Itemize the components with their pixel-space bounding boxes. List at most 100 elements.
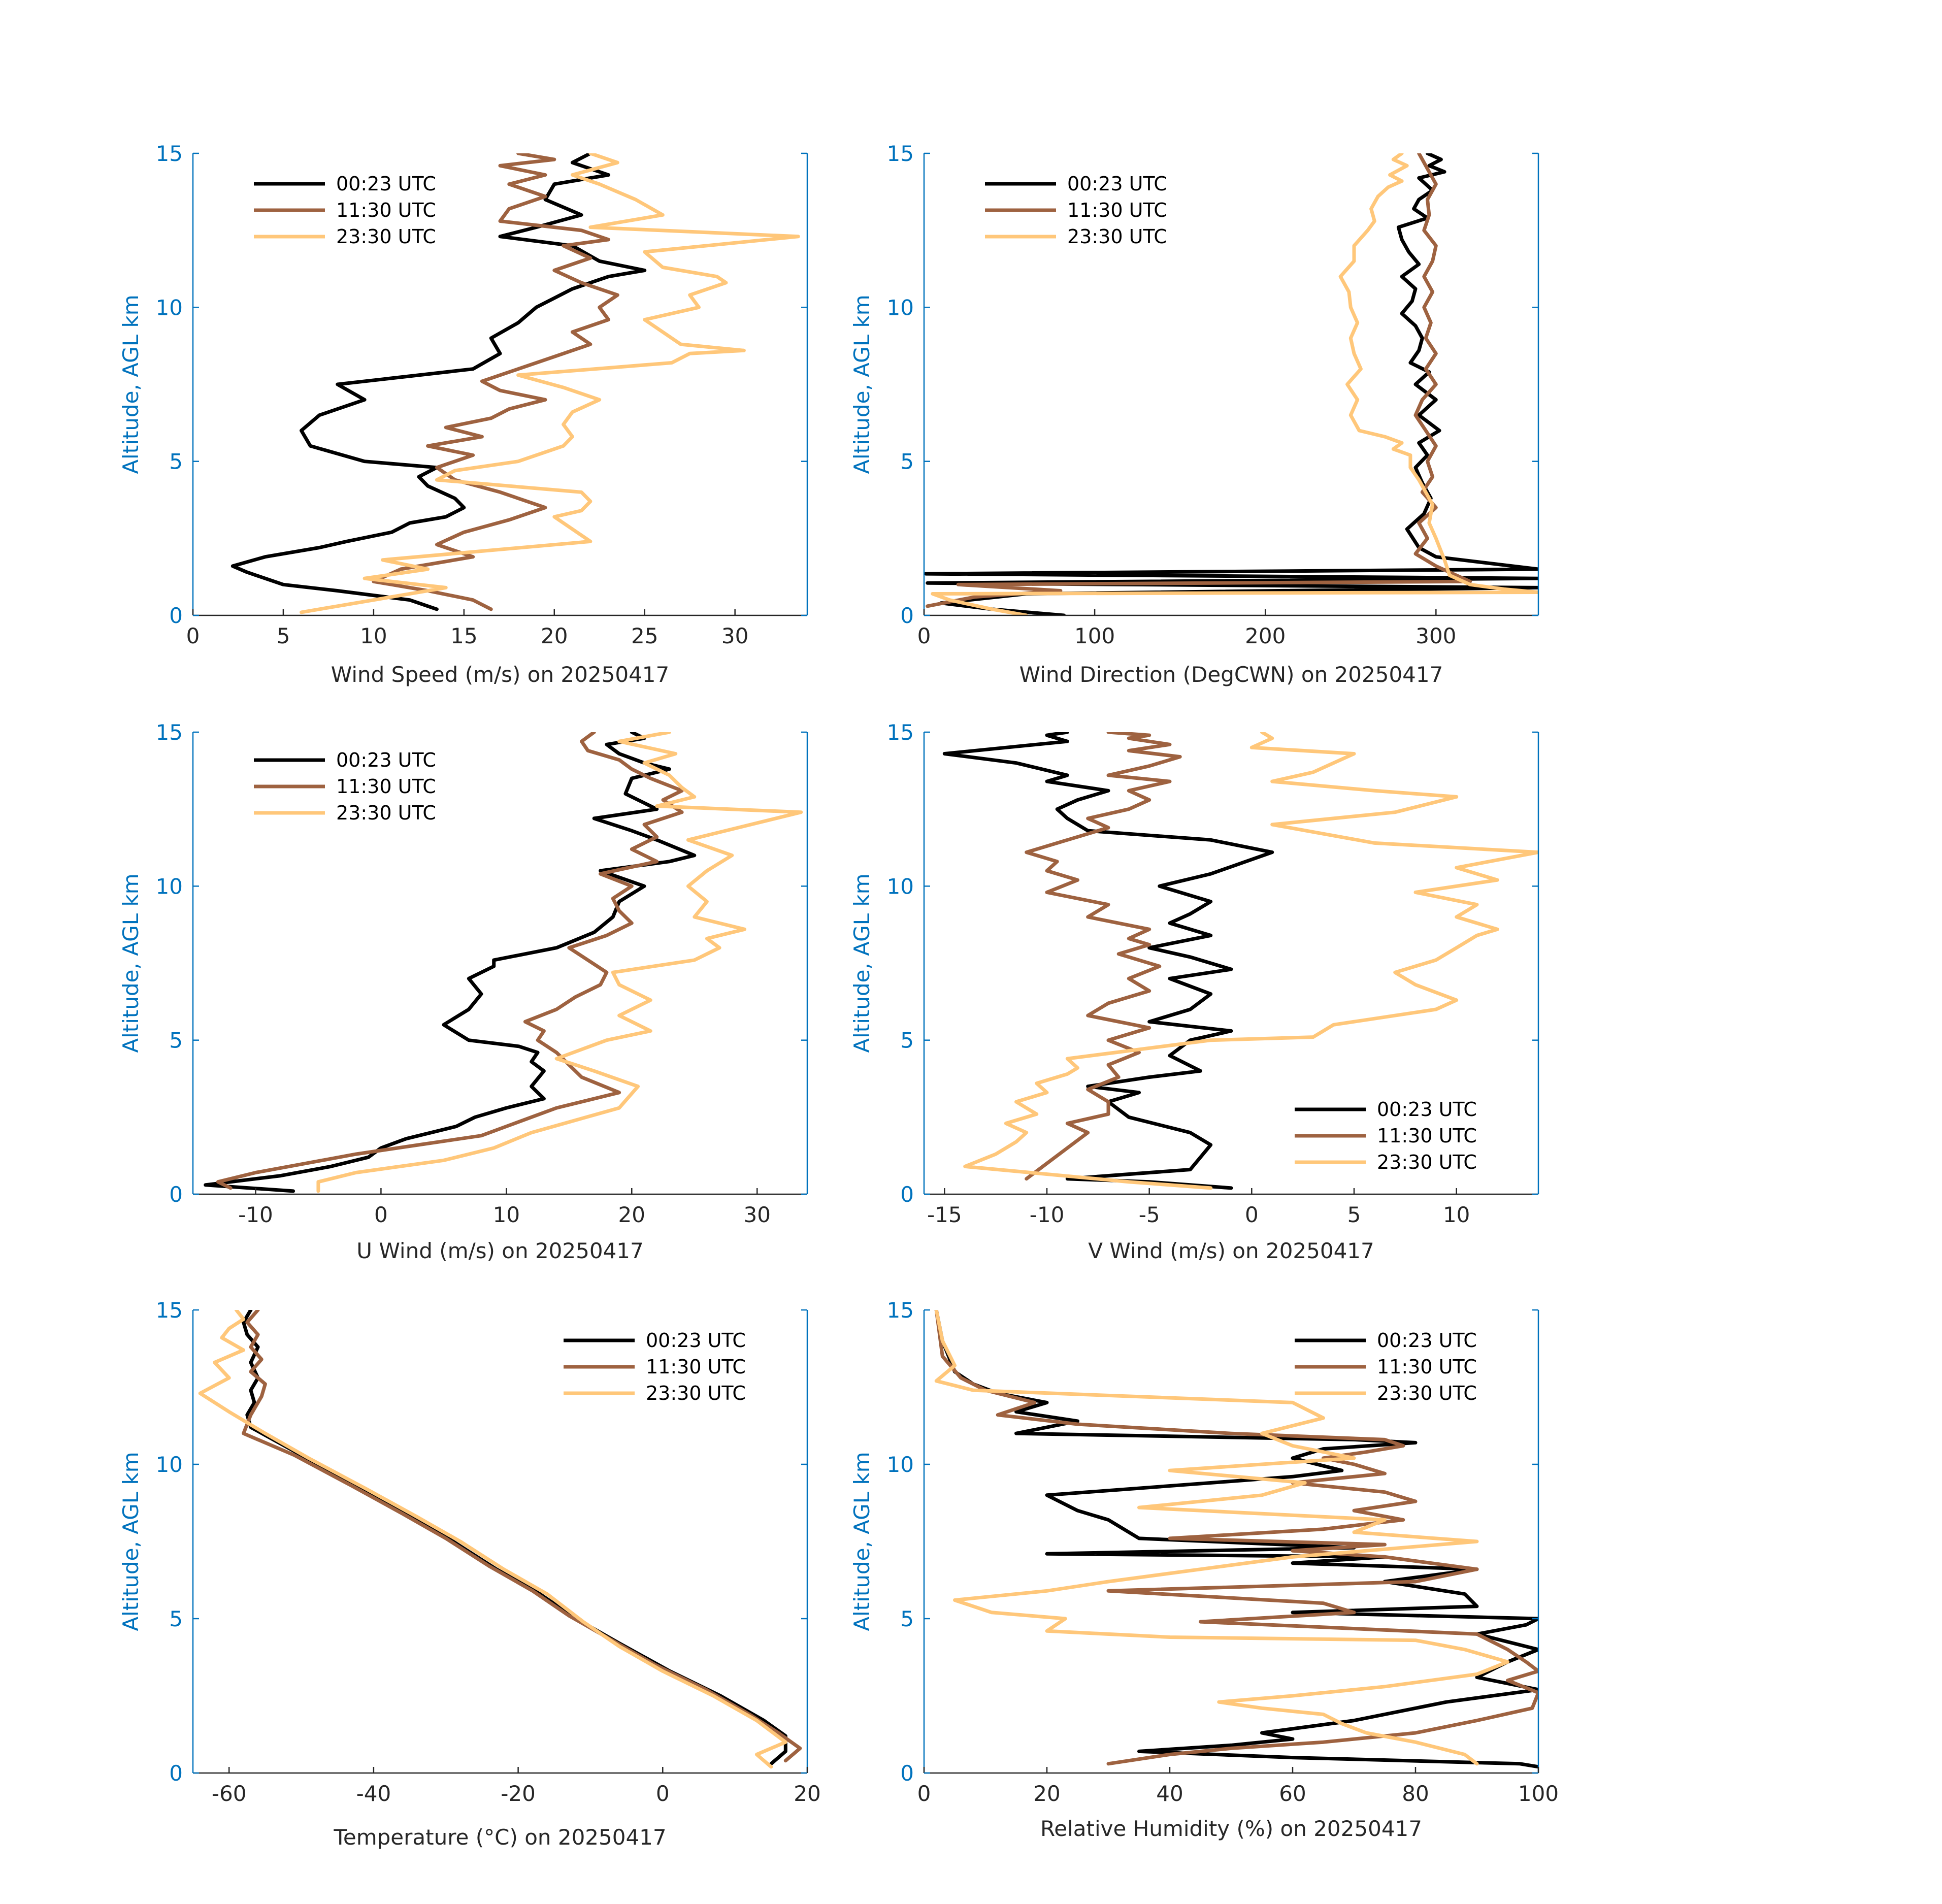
u-wind-x-axis-label: U Wind (m/s) on 20250417	[356, 1238, 644, 1263]
v-wind-series-0023utc	[942, 732, 1274, 1190]
temperature-panel: Temperature (°C) on 20250417 Altitude, A…	[118, 1298, 821, 1850]
wind-speed-x-tick-label: 5	[277, 623, 290, 648]
wind-speed-legend: 00:23 UTC 11:30 UTC 23:30 UTC	[254, 173, 436, 248]
v-wind-panel: V Wind (m/s) on 20250417 Altitude, AGL k…	[849, 720, 1539, 1263]
v-wind-legend-label: 00:23 UTC	[1377, 1098, 1477, 1121]
u-wind-x-tick-label: -10	[238, 1202, 273, 1227]
wind-speed-legend-label: 11:30 UTC	[336, 199, 436, 221]
v-wind-series-group	[942, 732, 1538, 1190]
temperature-y-tick-label: 0	[169, 1761, 183, 1786]
wind-direction-legend-label: 23:30 UTC	[1067, 225, 1167, 248]
temperature-x-tick-label: -60	[212, 1781, 247, 1806]
v-wind-x-tick-label: 10	[1443, 1202, 1470, 1227]
u-wind-series-group	[204, 732, 803, 1193]
temperature-legend: 00:23 UTC 11:30 UTC 23:30 UTC	[564, 1329, 746, 1404]
relative-humidity-y-axis-label: Altitude, AGL km	[849, 1452, 874, 1631]
v-wind-x-tick-label: 0	[1245, 1202, 1259, 1227]
wind-direction-series-1130utc	[926, 153, 1472, 608]
relative-humidity-y-tick-label: 15	[887, 1298, 914, 1323]
temperature-series-1130utc	[242, 1310, 802, 1763]
v-wind-legend-label: 11:30 UTC	[1377, 1125, 1477, 1147]
u-wind-legend-label: 00:23 UTC	[336, 749, 436, 771]
temperature-legend-label: 00:23 UTC	[646, 1329, 746, 1352]
wind-direction-panel: Wind Direction (DegCWN) on 20250417 Alti…	[849, 141, 1539, 687]
v-wind-y-tick-label: 5	[900, 1028, 914, 1053]
temperature-series-2330utc	[198, 1310, 787, 1769]
relative-humidity-series-2330utc	[934, 1310, 1509, 1766]
wind-direction-series-2330utc	[931, 153, 1538, 615]
v-wind-y-tick-label: 10	[887, 874, 914, 899]
wind-speed-legend-label: 00:23 UTC	[336, 173, 436, 195]
wind-direction-x-tick-label: 300	[1416, 623, 1456, 648]
relative-humidity-x-tick-label: 40	[1156, 1781, 1183, 1806]
relative-humidity-series-group	[934, 1310, 1538, 1769]
wind-direction-legend-label: 11:30 UTC	[1067, 199, 1167, 221]
wind-speed-series-0023utc	[231, 153, 647, 611]
wind-speed-x-tick-label: 15	[450, 623, 477, 648]
wind-speed-x-tick-label: 0	[186, 623, 200, 648]
temperature-y-axis-label: Altitude, AGL km	[118, 1452, 143, 1631]
temperature-x-tick-label: -20	[501, 1781, 536, 1806]
u-wind-series-1130utc	[216, 732, 684, 1190]
temperature-x-tick-label: -40	[356, 1781, 391, 1806]
wind-direction-y-axis-label: Altitude, AGL km	[849, 294, 874, 474]
temperature-x-axis-label: Temperature (°C) on 20250417	[333, 1825, 666, 1850]
v-wind-legend: 00:23 UTC 11:30 UTC 23:30 UTC	[1295, 1098, 1477, 1173]
relative-humidity-x-axis-label: Relative Humidity (%) on 20250417	[1040, 1816, 1422, 1841]
wind-speed-legend-label: 23:30 UTC	[336, 225, 436, 248]
u-wind-x-tick-label: 0	[374, 1202, 388, 1227]
relative-humidity-legend: 00:23 UTC 11:30 UTC 23:30 UTC	[1295, 1329, 1477, 1404]
u-wind-x-tick-label: 10	[493, 1202, 520, 1227]
u-wind-series-2330utc	[316, 732, 803, 1193]
relative-humidity-y-tick-label: 5	[900, 1606, 914, 1631]
wind-speed-y-tick-label: 0	[169, 603, 183, 628]
wind-direction-series-group	[924, 153, 1538, 615]
wind-speed-x-tick-label: 25	[631, 623, 658, 648]
temperature-series-0023utc	[242, 1310, 787, 1766]
temperature-legend-label: 11:30 UTC	[646, 1356, 746, 1378]
u-wind-x-tick-label: 30	[743, 1202, 770, 1227]
wind-direction-series-0023utc	[924, 153, 1538, 615]
wind-speed-y-axis-label: Altitude, AGL km	[118, 294, 143, 474]
u-wind-y-tick-label: 15	[156, 720, 183, 745]
wind-speed-x-tick-label: 30	[721, 623, 748, 648]
wind-speed-x-tick-label: 20	[541, 623, 568, 648]
v-wind-x-axis-label: V Wind (m/s) on 20250417	[1088, 1238, 1374, 1263]
u-wind-legend-label: 11:30 UTC	[336, 775, 436, 798]
u-wind-y-axis-label: Altitude, AGL km	[118, 873, 143, 1053]
relative-humidity-x-tick-label: 60	[1279, 1781, 1306, 1806]
v-wind-y-axis-label: Altitude, AGL km	[849, 873, 874, 1053]
v-wind-x-tick-label: -10	[1030, 1202, 1065, 1227]
u-wind-legend: 00:23 UTC 11:30 UTC 23:30 UTC	[254, 749, 436, 824]
wind-speed-series-1130utc	[372, 153, 619, 611]
wind-direction-y-tick-label: 0	[900, 603, 914, 628]
wind-direction-x-tick-label: 200	[1245, 623, 1286, 648]
temperature-x-tick-label: 0	[656, 1781, 670, 1806]
relative-humidity-legend-label: 00:23 UTC	[1377, 1329, 1477, 1352]
relative-humidity-x-tick-label: 20	[1033, 1781, 1060, 1806]
relative-humidity-legend-label: 23:30 UTC	[1377, 1382, 1477, 1404]
wind-speed-y-tick-label: 5	[169, 449, 183, 474]
temperature-series-group	[198, 1310, 802, 1769]
v-wind-y-tick-label: 0	[900, 1182, 914, 1207]
wind-direction-y-tick-label: 15	[887, 141, 914, 166]
v-wind-y-tick-label: 15	[887, 720, 914, 745]
wind-speed-y-tick-label: 15	[156, 141, 183, 166]
wind-speed-series-group	[231, 153, 800, 614]
u-wind-legend-label: 23:30 UTC	[336, 802, 436, 824]
wind-direction-x-tick-label: 100	[1074, 623, 1115, 648]
wind-direction-x-axis-label: Wind Direction (DegCWN) on 20250417	[1019, 662, 1443, 687]
wind-direction-y-tick-label: 5	[900, 449, 914, 474]
temperature-x-tick-label: 20	[794, 1781, 820, 1806]
wind-speed-series-2330utc	[300, 153, 800, 614]
relative-humidity-y-tick-label: 0	[900, 1761, 914, 1786]
temperature-y-tick-label: 5	[169, 1606, 183, 1631]
u-wind-panel: U Wind (m/s) on 20250417 Altitude, AGL k…	[118, 720, 808, 1263]
wind-speed-panel: Wind Speed (m/s) on 20250417 Altitude, A…	[118, 141, 808, 687]
temperature-legend-label: 23:30 UTC	[646, 1382, 746, 1404]
u-wind-series-0023utc	[204, 732, 697, 1193]
relative-humidity-series-1130utc	[934, 1310, 1538, 1766]
wind-direction-y-tick-label: 10	[887, 295, 914, 320]
wind-speed-x-tick-label: 10	[360, 623, 387, 648]
